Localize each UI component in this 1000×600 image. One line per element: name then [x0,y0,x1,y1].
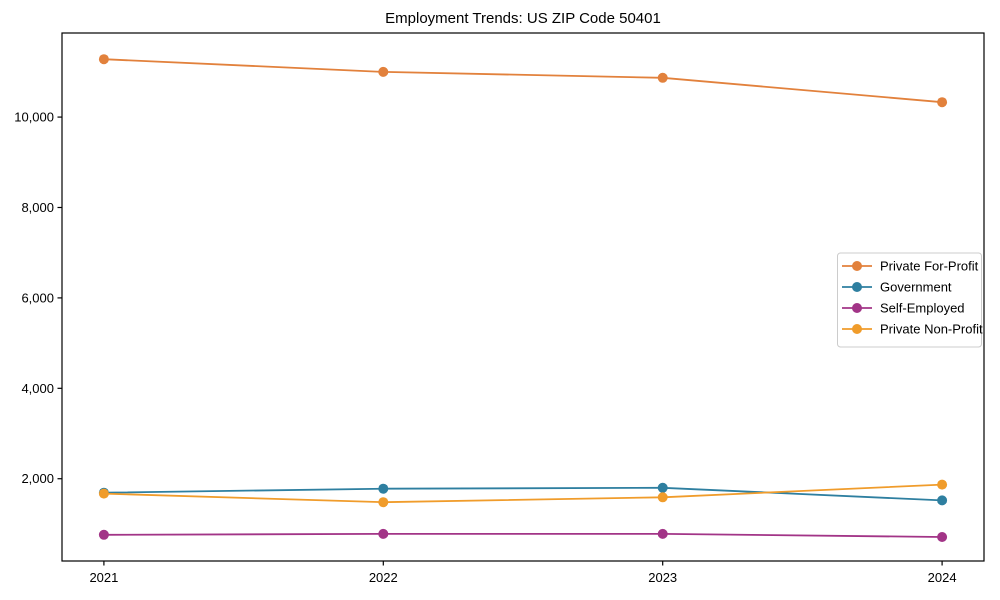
legend-marker-icon [852,303,862,313]
y-tick-label: 4,000 [21,381,54,396]
x-tick-label: 2024 [928,570,957,585]
data-point-private-for-profit [657,72,668,83]
legend-label: Government [880,280,952,295]
legend-marker-icon [852,282,862,292]
series-line-self-employed [103,533,943,538]
legend-label: Private For-Profit [880,259,979,274]
series-line-private-non-profit [103,483,943,504]
x-tick-label: 2022 [369,570,398,585]
y-tick-label: 10,000 [14,110,54,125]
data-point-self-employed [657,528,668,539]
data-point-government [937,495,948,506]
y-tick-label: 8,000 [21,200,54,215]
x-tick-label: 2023 [648,570,677,585]
legend-box [837,252,982,348]
axes-frame [61,32,985,562]
series-line-government [103,486,943,502]
legend-label: Self-Employed [880,301,965,316]
data-point-government [657,482,668,493]
legend-label: Private Non-Profit [880,322,983,337]
data-point-self-employed [937,532,948,542]
data-point-private-non-profit [378,497,389,508]
data-point-self-employed [378,528,389,539]
y-tick-label: 2,000 [21,471,54,486]
data-point-self-employed [98,529,109,540]
data-point-private-for-profit [937,97,948,108]
x-tick-label: 2021 [89,570,118,585]
y-tick-label: 6,000 [21,290,54,305]
data-point-private-for-profit [98,54,109,65]
series-line-private-for-profit [103,58,943,104]
data-point-government [378,483,389,494]
data-point-private-for-profit [378,66,389,77]
legend-marker-icon [852,261,862,271]
data-point-private-non-profit [937,479,948,490]
chart-title: Employment Trends: US ZIP Code 50401 [385,10,661,27]
plot-area: 2,000 4,000 6,000 8,000 10,000 2021 2022 2023 20… [14,32,985,585]
data-point-private-non-profit [657,492,668,503]
legend-marker-icon [852,324,862,334]
data-point-private-non-profit [98,488,109,499]
